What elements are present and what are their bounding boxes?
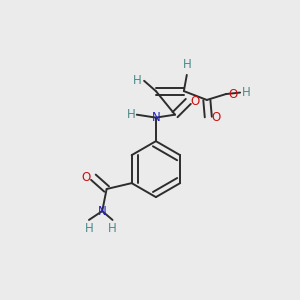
Text: H: H	[133, 74, 142, 87]
Text: H: H	[108, 222, 117, 235]
Text: N: N	[152, 111, 160, 124]
Text: O: O	[228, 88, 238, 100]
Text: H: H	[182, 58, 191, 71]
Text: O: O	[190, 95, 200, 108]
Text: H: H	[85, 222, 93, 235]
Text: H: H	[127, 108, 135, 121]
Text: H: H	[242, 86, 250, 99]
Text: O: O	[82, 171, 91, 184]
Text: O: O	[211, 110, 220, 124]
Text: N: N	[98, 205, 106, 218]
